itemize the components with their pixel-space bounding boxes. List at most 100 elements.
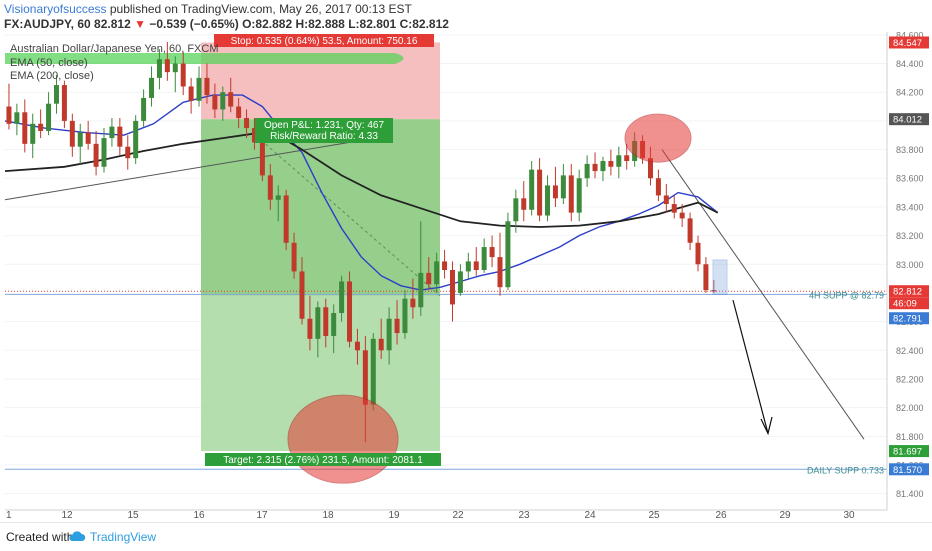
candle-body (552, 185, 558, 199)
support-line-label: 4H SUPP @ 82.79 (809, 290, 884, 300)
down-arrow-icon: ▼ (134, 17, 146, 31)
y-tick-label: 81.400 (896, 489, 924, 499)
candle-body (695, 242, 701, 265)
x-tick-label: 30 (843, 510, 855, 521)
price-label-box (889, 312, 929, 325)
y-tick-label: 83.400 (896, 202, 924, 212)
candle-body (655, 178, 661, 196)
candle-body (244, 118, 250, 129)
x-tick-label: 15 (127, 510, 139, 521)
candle-body (449, 270, 455, 305)
candle-body (188, 86, 194, 101)
candle-body (442, 261, 448, 270)
y-tick-label: 84.600 (896, 30, 924, 40)
candle-body (521, 198, 527, 210)
y-tick-label: 84.200 (896, 88, 924, 98)
candle-body (141, 97, 147, 121)
candlestick-chart: 4H SUPP @ 82.79 DAILY SUPP 0.733 Stop: 0.5… (4, 30, 929, 521)
candle-body (671, 204, 677, 213)
trend-line-support (4, 137, 376, 201)
candle-body (228, 92, 234, 107)
ema200-line (4, 132, 719, 228)
last-price: 82.812 (94, 17, 131, 31)
candle-body (220, 92, 226, 110)
x-tick-label: 17 (256, 510, 268, 521)
price-change: −0.539 (−0.65%) (149, 17, 239, 31)
candle-body (291, 242, 297, 272)
candle-body (560, 175, 566, 199)
candle-body (6, 106, 12, 124)
stop-label-box (214, 34, 434, 47)
candle-body (156, 59, 162, 78)
forecast-arrow-line (732, 299, 769, 434)
x-tick-label: 26 (715, 510, 727, 521)
candle-body (69, 120, 75, 147)
candle-body (513, 198, 519, 222)
x-tick-label-edge: 1 (6, 510, 12, 521)
candle-body (307, 318, 313, 339)
open-value: O:82.882 (242, 17, 293, 31)
candle-body (687, 218, 693, 243)
candle-body (172, 63, 178, 73)
pnl-label-box (255, 118, 393, 143)
x-tick-label: 23 (518, 510, 530, 521)
candle-body (647, 158, 653, 179)
candle-body (418, 272, 424, 308)
candle-body (267, 175, 273, 200)
y-tick-label: 83.600 (896, 174, 924, 184)
target-label-box (205, 453, 441, 466)
candle-body (38, 123, 44, 131)
candle-body (236, 106, 242, 119)
price-label-box (889, 36, 929, 49)
candle-body (331, 313, 337, 336)
ema50-label[interactable]: EMA (50, close) (10, 57, 88, 69)
stop-label: Stop: 0.535 (0.64%) 53.5, Amount: 750.16 (231, 36, 418, 47)
price-label-box (889, 285, 929, 298)
candle-body (529, 169, 535, 210)
y-tick-label: 83.200 (896, 231, 924, 241)
y-tick-label: 84.400 (896, 59, 924, 69)
close-value: C:82.812 (399, 17, 449, 31)
candle-body (679, 212, 685, 219)
price-label: 81.570 (893, 465, 922, 476)
candle-body (481, 247, 487, 270)
price-label-box (889, 463, 929, 476)
price-label-box (889, 297, 929, 310)
candle-body (93, 143, 99, 167)
candle-body (489, 247, 495, 258)
author-name[interactable]: Visionaryofsuccess (4, 2, 107, 16)
candle-body (473, 261, 479, 270)
support-line-label: DAILY SUPP 0.733 (807, 465, 884, 475)
candle-body (77, 132, 83, 147)
candle-body (505, 221, 511, 288)
forecast-arrow-head (760, 416, 773, 436)
price-label: 82.812 (893, 287, 922, 298)
candle-body (101, 138, 107, 167)
tradingview-brand[interactable]: TradingView (90, 530, 157, 544)
candle-body (663, 195, 669, 205)
candle-body (109, 126, 115, 139)
high-value: H:82.888 (295, 17, 345, 31)
candle-body (323, 307, 329, 336)
highlight-circle-top (624, 113, 692, 163)
highlight-circle-bottom (287, 394, 399, 484)
y-tick-label: 82.400 (896, 346, 924, 356)
candle-body (386, 318, 392, 351)
candle-body (362, 350, 368, 405)
x-tick-label: 12 (61, 510, 73, 521)
candle-body (275, 195, 281, 200)
selection-box (712, 259, 728, 295)
candle-body (339, 281, 345, 314)
candle-body (497, 257, 503, 288)
ema200-label[interactable]: EMA (200, close) (10, 70, 94, 82)
x-tick-label: 22 (452, 510, 464, 521)
candle-body (347, 281, 353, 342)
candle-body (204, 77, 210, 96)
footer-bar: Created with TradingView (0, 522, 932, 551)
candle-body (133, 120, 139, 159)
candle-body (117, 126, 123, 147)
candle-body (299, 271, 305, 319)
candle-body (402, 298, 408, 334)
price-label: 84.547 (893, 38, 922, 49)
candle-body (465, 261, 471, 272)
